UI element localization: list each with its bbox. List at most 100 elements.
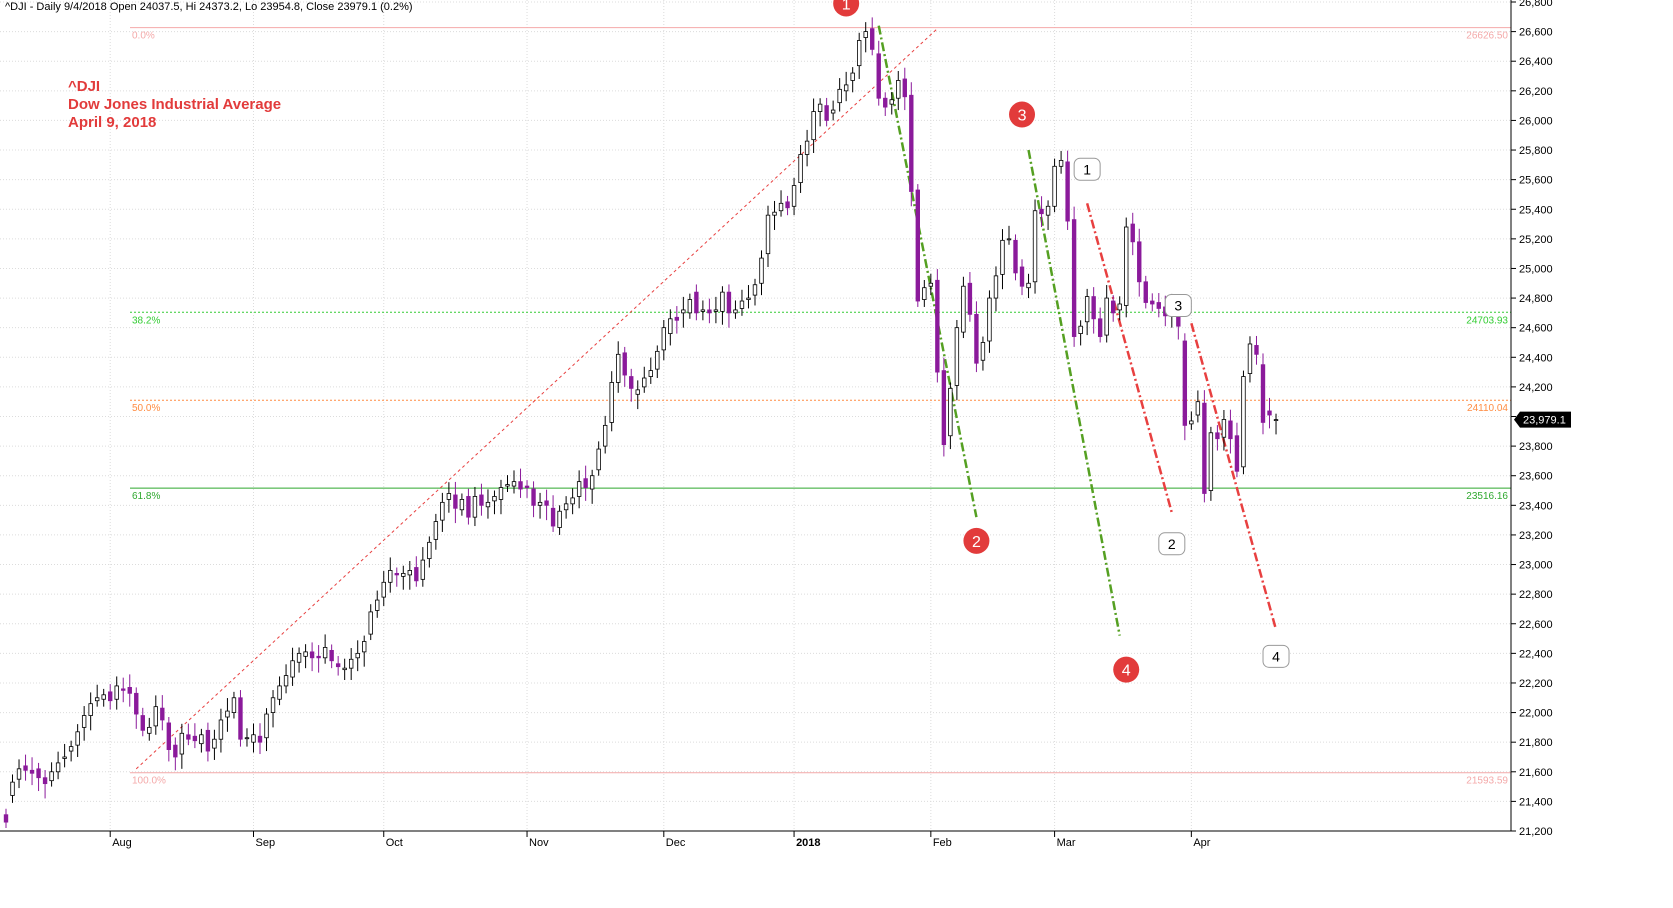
candle-body [576, 481, 582, 497]
candle-body [883, 97, 888, 108]
candle-body [485, 501, 491, 508]
candle-body [694, 291, 699, 314]
y-tick-label: 21,600 [1519, 767, 1553, 779]
x-tick-label: Apr [1193, 837, 1210, 849]
candle-body [453, 494, 458, 509]
axes: 21,200 21,400 21,600 21,800 22,000 22,200 22,4… [0, 0, 1571, 849]
candle-body [1234, 435, 1240, 472]
fib-percent-label: 0.0% [132, 31, 155, 42]
candle-body [804, 140, 810, 155]
candle-body [342, 667, 347, 671]
candle-body [1189, 420, 1194, 425]
wave-marker-label: 3 [1018, 108, 1027, 125]
candle-body [427, 541, 432, 560]
x-tick-label: 2018 [796, 837, 820, 849]
candle-body [902, 78, 907, 98]
candle-body [948, 387, 953, 437]
candle-body [134, 692, 139, 715]
candle-body [857, 40, 862, 67]
candle-body [889, 99, 894, 105]
ohlc-header: ^DJI - Daily 9/4/2018 Open 24037.5, Hi 2… [5, 1, 413, 13]
candle-body [1150, 300, 1155, 305]
candle-body [179, 732, 185, 755]
candle-body [166, 722, 172, 750]
candle-body [498, 487, 504, 500]
candle-body [1254, 345, 1259, 355]
y-tick-label: 25,600 [1519, 175, 1553, 187]
y-tick-label: 24,600 [1519, 323, 1553, 335]
y-tick-label: 21,800 [1519, 737, 1553, 749]
candle-body [622, 352, 627, 376]
candle-body [49, 771, 54, 782]
y-tick-label: 26,600 [1519, 27, 1553, 39]
last-price-label: 23,979.1 [1523, 415, 1566, 427]
x-tick-label: Feb [933, 837, 952, 849]
candle-body [707, 309, 712, 314]
candle-body [557, 510, 562, 528]
candle-body [283, 675, 289, 687]
candle-body [1260, 364, 1266, 423]
wave-marker-label: 4 [1272, 648, 1280, 664]
candle-body [629, 376, 634, 389]
wave-marker-box [1073, 157, 1101, 181]
candle-body [1052, 165, 1057, 207]
y-tick-label: 23,800 [1519, 441, 1553, 453]
candle-body [1221, 419, 1227, 438]
candle-body [375, 599, 380, 611]
y-tick-label: 23,400 [1519, 500, 1553, 512]
fib-percent-label: 61.8% [132, 491, 160, 502]
y-tick-label: 26,000 [1519, 115, 1553, 127]
candle-body [3, 814, 9, 823]
candle-body [316, 655, 321, 659]
candle-body [446, 493, 452, 500]
candle-body [668, 318, 673, 334]
candle-body [505, 484, 510, 487]
candle-body [713, 309, 719, 312]
candle-body [1032, 210, 1038, 283]
last-price-tag [1514, 411, 1571, 428]
date-label: April 9, 2018 [68, 114, 157, 131]
candle-body [687, 299, 693, 314]
candle-body [772, 211, 777, 216]
candle-body [739, 300, 745, 309]
wave-marker-label: 2 [1168, 536, 1176, 552]
candle-body [270, 697, 276, 713]
candle-body [173, 744, 178, 758]
candle-body [16, 768, 22, 780]
candle-body [674, 316, 680, 321]
wave-marker-circle [833, 0, 860, 17]
candle-body [388, 570, 393, 583]
candle-body [381, 581, 386, 598]
candle-body [993, 275, 999, 299]
candle-body [81, 715, 87, 728]
candle-body [1247, 343, 1253, 374]
candle-body [1273, 419, 1279, 421]
wave-marker-box [1262, 644, 1290, 668]
fib-value-label: 21593.59 [1466, 776, 1508, 787]
y-tick-label: 25,400 [1519, 204, 1553, 216]
x-tick-label: Sep [255, 837, 275, 849]
y-tick-label: 25,800 [1519, 145, 1553, 157]
symbol-label: ^DJI [68, 78, 101, 95]
candle-body [830, 109, 836, 114]
candle-body [583, 478, 588, 488]
candle-body [967, 282, 973, 315]
candle-body [1228, 420, 1233, 440]
candle-body [954, 327, 960, 386]
candle-body [75, 731, 80, 746]
candle-body [192, 735, 198, 742]
trendline [1027, 149, 1121, 636]
candle-body [550, 507, 556, 527]
fib-percent-label: 100.0% [132, 776, 166, 787]
candle-body [414, 567, 419, 582]
y-tick-label: 22,400 [1519, 648, 1553, 660]
candle-body [68, 746, 74, 752]
candle-body [961, 285, 966, 333]
grid [0, 0, 1511, 832]
candle-body [127, 687, 132, 694]
candle-body [1182, 340, 1188, 426]
candle-body [544, 500, 549, 506]
y-tick-label: 24,200 [1519, 382, 1553, 394]
candle-body [329, 649, 334, 662]
